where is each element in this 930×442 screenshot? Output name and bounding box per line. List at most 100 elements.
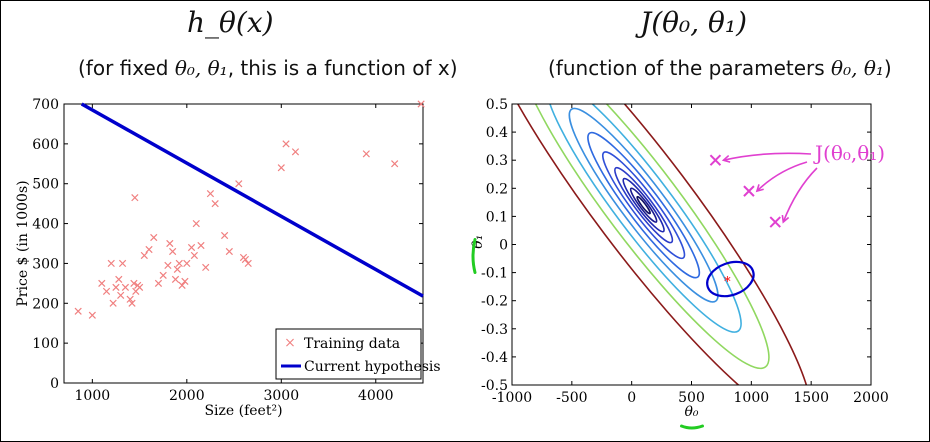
training-point: [117, 291, 125, 299]
training-point: [183, 259, 191, 268]
contour-line: [517, 104, 770, 370]
x-tick-label: 2000: [853, 390, 889, 406]
training-point: [181, 277, 189, 285]
y-tick-label: -0.2: [481, 294, 508, 310]
right-subtitle-math: θ₀, θ₁: [831, 56, 884, 80]
training-point: [88, 311, 96, 319]
training-point: [140, 251, 148, 260]
y-tick-label: 0: [50, 376, 59, 392]
left-subtitle-post: , this is a function of x): [227, 56, 458, 80]
legend-marker-training: ×: [284, 335, 296, 351]
training-point: [244, 259, 252, 268]
training-point: [102, 287, 111, 295]
x-tick-label: 2000: [169, 388, 205, 404]
training-point: [391, 160, 399, 168]
training-point: [291, 148, 300, 156]
y-label-underline: [471, 238, 477, 274]
right-subtitle: (function of the parameters θ₀, θ₁): [548, 56, 892, 80]
training-point: [166, 239, 174, 248]
y-tick-label: 100: [32, 336, 59, 352]
annotation-arrowhead: [755, 184, 764, 193]
contour-line: [636, 195, 651, 215]
x-tick-label: 1000: [75, 388, 111, 404]
training-point: [197, 241, 205, 250]
training-point: [225, 247, 233, 256]
contour-line: [601, 151, 686, 260]
y-tick-label: -0.5: [481, 378, 508, 394]
training-point: [74, 307, 82, 315]
contour-line: [512, 104, 812, 385]
y-tick-label: 0: [499, 238, 508, 254]
training-point: [107, 259, 115, 268]
training-point: [417, 100, 425, 108]
training-point: [362, 150, 370, 158]
annotation-arrow: [756, 161, 808, 192]
left-ticks: 1000 2000 3000 4000 0 100 200 300 400 500 600 700: [32, 97, 423, 404]
training-point: [112, 283, 120, 291]
y-tick-label: 600: [32, 137, 59, 153]
left-title: h_θ(x): [187, 6, 274, 39]
left-y-axis-label: Price $ (in 1000s): [15, 180, 31, 306]
training-point: [135, 283, 144, 291]
contour-line: [622, 177, 665, 233]
y-tick-label: -0.4: [481, 350, 508, 366]
right-subtitle-pre: (function of the parameters: [548, 56, 832, 80]
training-point: [171, 275, 180, 283]
training-point: [175, 259, 183, 268]
training-point: [206, 190, 215, 198]
annotation-arrowhead: [721, 154, 731, 163]
y-tick-label: 700: [32, 97, 59, 113]
y-tick-label: -0.3: [481, 322, 508, 338]
handwritten-annotations: [709, 152, 818, 228]
training-point: [220, 231, 229, 240]
x-tick-label: 0: [627, 390, 636, 406]
y-tick-label: -0.1: [481, 266, 508, 282]
contour-line: [545, 104, 742, 333]
annotated-point: [709, 154, 722, 166]
contour-line: [614, 166, 674, 244]
training-point: [202, 263, 210, 272]
left-x-axis-label: Size (feet²): [204, 403, 282, 419]
contour-line: [568, 107, 719, 303]
right-ticks: -1000 -500 0 500 1000 1500 2000 -0.5 -0.4 -0.3 -0.…: [481, 97, 889, 406]
left-axes-box: [63, 103, 424, 384]
training-point: [131, 194, 139, 202]
left-subtitle: (for fixed θ₀, θ₁, this is a function of…: [78, 56, 458, 80]
contour-lines: *: [512, 104, 812, 385]
training-point: [190, 251, 198, 260]
annotation-arrowhead: [781, 214, 790, 224]
training-point: [109, 299, 117, 307]
x-tick-label: -500: [556, 390, 587, 406]
training-point: [128, 299, 136, 307]
training-point: [154, 279, 163, 287]
x-tick-label: 500: [678, 390, 705, 406]
right-title: J(θ₀, θ₁): [640, 6, 748, 39]
training-point: [145, 245, 153, 254]
training-point: [277, 164, 285, 172]
y-tick-label: 0.5: [486, 97, 508, 113]
y-tick-label: 0.4: [486, 125, 508, 141]
training-point: [98, 279, 106, 287]
training-point: [121, 283, 130, 291]
training-point: [118, 259, 127, 268]
annotation-label: J(θ₀,θ₁): [813, 141, 885, 165]
training-point: [241, 255, 250, 264]
contour-line: [587, 131, 701, 279]
contour-line: [629, 187, 658, 223]
annotation-arrow: [723, 152, 812, 161]
training-point: [164, 261, 172, 270]
x-tick-label: 1000: [734, 390, 770, 406]
y-tick-label: 300: [32, 256, 59, 272]
y-tick-label: 0.2: [486, 181, 508, 197]
training-point: [115, 275, 123, 283]
cost-contour-chart: * -1000 -500 0 500 1000 1500 2000-0.5-0.4-0.3-…: [470, 97, 889, 430]
y-tick-label: 0.1: [486, 209, 508, 225]
right-x-axis-label: θ₀: [684, 404, 698, 420]
right-subtitle-post: ): [883, 56, 892, 80]
x-tick-label: 3000: [263, 388, 299, 404]
x-tick-label: -1000: [492, 390, 532, 406]
training-point: [235, 180, 243, 188]
y-tick-label: 200: [32, 296, 59, 312]
x-label-underline: [680, 424, 704, 430]
legend-label-hypothesis: Current hypothesis: [304, 359, 441, 375]
